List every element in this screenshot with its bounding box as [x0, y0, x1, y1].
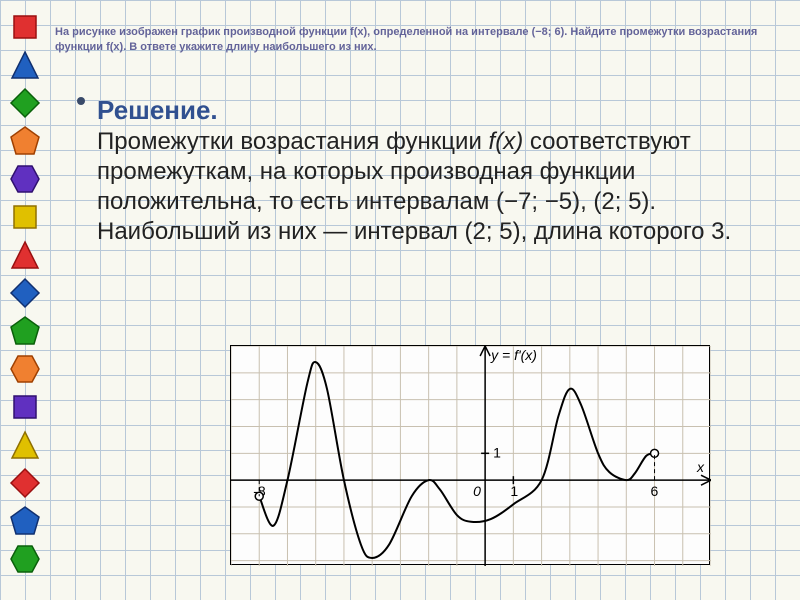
hexagon-icon	[8, 542, 42, 576]
solution-body: Промежутки возрастания функции f(x) соот…	[97, 128, 731, 245]
bullet-icon	[77, 97, 85, 105]
svg-text:6: 6	[651, 483, 659, 499]
solution-heading: Решение.	[97, 95, 218, 125]
problem-text: На рисунке изображен график производной …	[55, 25, 785, 55]
triangle-icon	[8, 238, 42, 272]
derivative-chart: 011-86xy = f'(x)	[230, 345, 710, 565]
hexagon-icon	[8, 162, 42, 196]
square-icon	[8, 200, 42, 234]
pentagon-icon	[8, 314, 42, 348]
triangle-icon	[8, 428, 42, 462]
svg-text:x: x	[696, 459, 705, 475]
slide-content: На рисунке изображен график производной …	[55, 25, 785, 247]
diamond-icon	[8, 86, 42, 120]
triangle-icon	[8, 48, 42, 82]
svg-text:1: 1	[510, 483, 518, 499]
fx-notation: f(x)	[489, 128, 524, 155]
pentagon-icon	[8, 124, 42, 158]
diamond-icon	[8, 276, 42, 310]
solution-line1: Промежутки возрастания функции	[97, 128, 489, 155]
svg-text:1: 1	[493, 444, 501, 460]
svg-text:0: 0	[473, 483, 481, 499]
solution-block: Решение. Промежутки возрастания функции …	[55, 95, 785, 247]
diamond-icon	[8, 466, 42, 500]
pentagon-icon	[8, 504, 42, 538]
square-icon	[8, 390, 42, 424]
square-icon	[8, 10, 42, 44]
hexagon-icon	[8, 352, 42, 386]
chart-svg: 011-86xy = f'(x)	[231, 346, 711, 566]
svg-text:y = f'(x): y = f'(x)	[490, 347, 537, 363]
decorative-sidebar	[0, 0, 50, 600]
